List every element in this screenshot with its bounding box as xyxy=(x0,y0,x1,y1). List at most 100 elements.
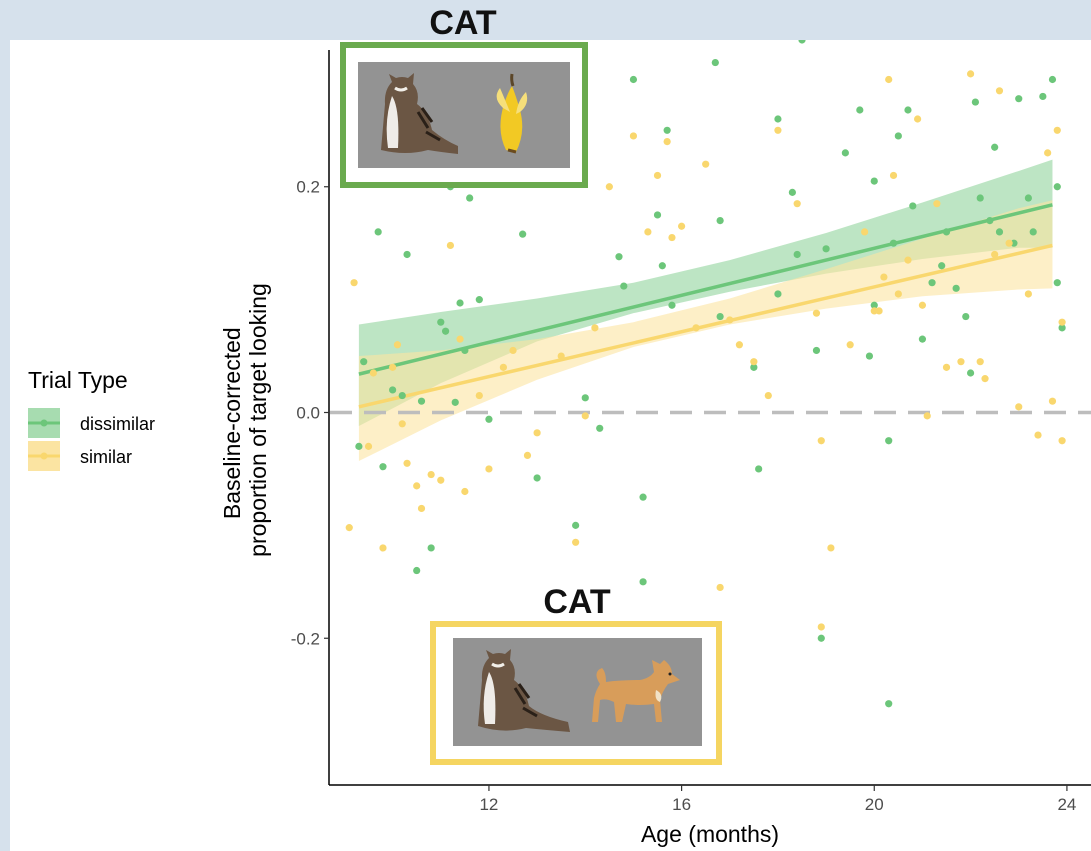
data-point-similar xyxy=(456,335,464,343)
data-point-dissimilar xyxy=(668,301,676,309)
data-point-dissimilar xyxy=(991,143,999,151)
data-point-dissimilar xyxy=(918,335,927,343)
data-point-similar xyxy=(894,290,902,298)
data-point-dissimilar xyxy=(639,493,647,501)
data-point-similar xyxy=(726,316,734,324)
data-point-similar xyxy=(966,70,975,78)
x-tick-label: 24 xyxy=(1057,795,1076,814)
data-point-similar xyxy=(764,391,772,400)
data-point-dissimilar xyxy=(572,521,580,529)
data-point-dissimilar xyxy=(389,386,397,394)
data-point-similar xyxy=(957,358,965,366)
data-point-dissimilar xyxy=(841,149,849,157)
data-point-dissimilar xyxy=(711,58,719,67)
data-point-dissimilar xyxy=(716,312,724,321)
data-point-dissimilar xyxy=(533,474,541,482)
data-point-similar xyxy=(572,538,580,546)
data-point-similar xyxy=(446,241,455,250)
legend-label-dissimilar: dissimilar xyxy=(80,414,155,434)
data-point-dissimilar xyxy=(870,177,878,185)
data-point-dissimilar xyxy=(817,634,825,642)
data-point-similar xyxy=(774,126,782,134)
banana-image xyxy=(496,73,528,154)
data-point-dissimilar xyxy=(461,346,469,355)
data-point-similar xyxy=(812,309,821,317)
data-point-similar xyxy=(663,137,671,146)
data-point-dissimilar xyxy=(716,217,724,225)
data-point-similar xyxy=(653,171,662,180)
data-point-dissimilar xyxy=(417,397,426,405)
data-point-dissimilar xyxy=(1039,92,1047,101)
data-point-dissimilar xyxy=(398,391,406,400)
data-point-similar xyxy=(1015,403,1023,411)
data-point-similar xyxy=(846,341,854,349)
data-point-similar xyxy=(995,87,1004,95)
legend-key-similar-point xyxy=(40,452,48,460)
data-point-similar xyxy=(485,465,493,473)
data-point-dissimilar xyxy=(793,250,801,259)
data-point-dissimilar xyxy=(653,211,662,219)
data-point-similar xyxy=(417,504,426,513)
data-point-dissimilar xyxy=(894,132,902,140)
data-point-dissimilar xyxy=(995,228,1004,236)
data-point-similar xyxy=(1005,239,1013,247)
data-point-dissimilar xyxy=(485,415,493,423)
data-point-similar xyxy=(904,256,912,264)
data-point-dissimilar xyxy=(966,369,975,377)
data-point-dissimilar xyxy=(798,40,806,44)
data-point-dissimilar xyxy=(885,437,893,445)
fit-lines xyxy=(358,203,1053,409)
data-point-dissimilar xyxy=(1053,279,1061,287)
data-point-dissimilar xyxy=(629,75,638,84)
y-ticks: 0.2 0.0 -0.2 xyxy=(291,178,329,648)
data-point-dissimilar xyxy=(374,228,382,236)
data-point-dissimilar xyxy=(774,115,782,123)
data-point-dissimilar xyxy=(942,228,951,236)
data-point-dissimilar xyxy=(519,230,527,238)
data-point-similar xyxy=(817,623,825,631)
y-axis-title-line-2: proportion of target looking xyxy=(245,283,271,557)
data-point-similar xyxy=(1024,290,1032,298)
x-tick-label: 12 xyxy=(479,795,498,814)
data-point-similar xyxy=(1053,126,1061,134)
data-point-dissimilar xyxy=(437,318,445,326)
dissimilar-condition-label: CAT xyxy=(429,4,497,42)
data-point-dissimilar xyxy=(441,327,450,335)
data-point-similar xyxy=(461,487,469,496)
data-point-dissimilar xyxy=(909,202,917,210)
data-point-similar xyxy=(991,250,999,259)
data-point-dissimilar xyxy=(1053,183,1061,191)
data-point-similar xyxy=(364,442,373,450)
data-point-dissimilar xyxy=(976,194,984,202)
data-point-dissimilar xyxy=(427,544,435,552)
data-point-dissimilar xyxy=(986,217,994,225)
data-point-dissimilar xyxy=(475,296,483,304)
data-point-dissimilar xyxy=(456,299,464,307)
data-point-similar xyxy=(389,363,397,371)
data-point-similar xyxy=(393,341,402,349)
confidence-band-similar xyxy=(358,200,1053,462)
data-point-similar xyxy=(918,301,927,309)
data-point-similar xyxy=(533,429,541,437)
confidence-bands xyxy=(358,159,1053,462)
data-point-similar xyxy=(716,583,724,592)
data-point-similar xyxy=(369,369,377,377)
data-point-similar xyxy=(889,171,898,180)
data-point-dissimilar xyxy=(788,188,796,196)
data-point-dissimilar xyxy=(870,301,878,309)
data-point-similar xyxy=(350,279,358,287)
data-point-dissimilar xyxy=(971,98,980,106)
data-point-similar xyxy=(629,132,638,140)
data-point-dissimilar xyxy=(355,442,363,450)
y-axis-title-line-1: Baseline-corrected xyxy=(219,327,245,519)
data-point-dissimilar xyxy=(1029,228,1037,236)
data-point-dissimilar xyxy=(360,358,368,366)
data-point-dissimilar xyxy=(865,352,874,360)
data-point-similar xyxy=(981,375,989,383)
data-point-similar xyxy=(735,341,743,349)
dog-image xyxy=(592,660,680,722)
data-points xyxy=(345,40,1066,708)
data-point-dissimilar xyxy=(774,290,782,298)
legend-title: Trial Type xyxy=(28,367,128,393)
